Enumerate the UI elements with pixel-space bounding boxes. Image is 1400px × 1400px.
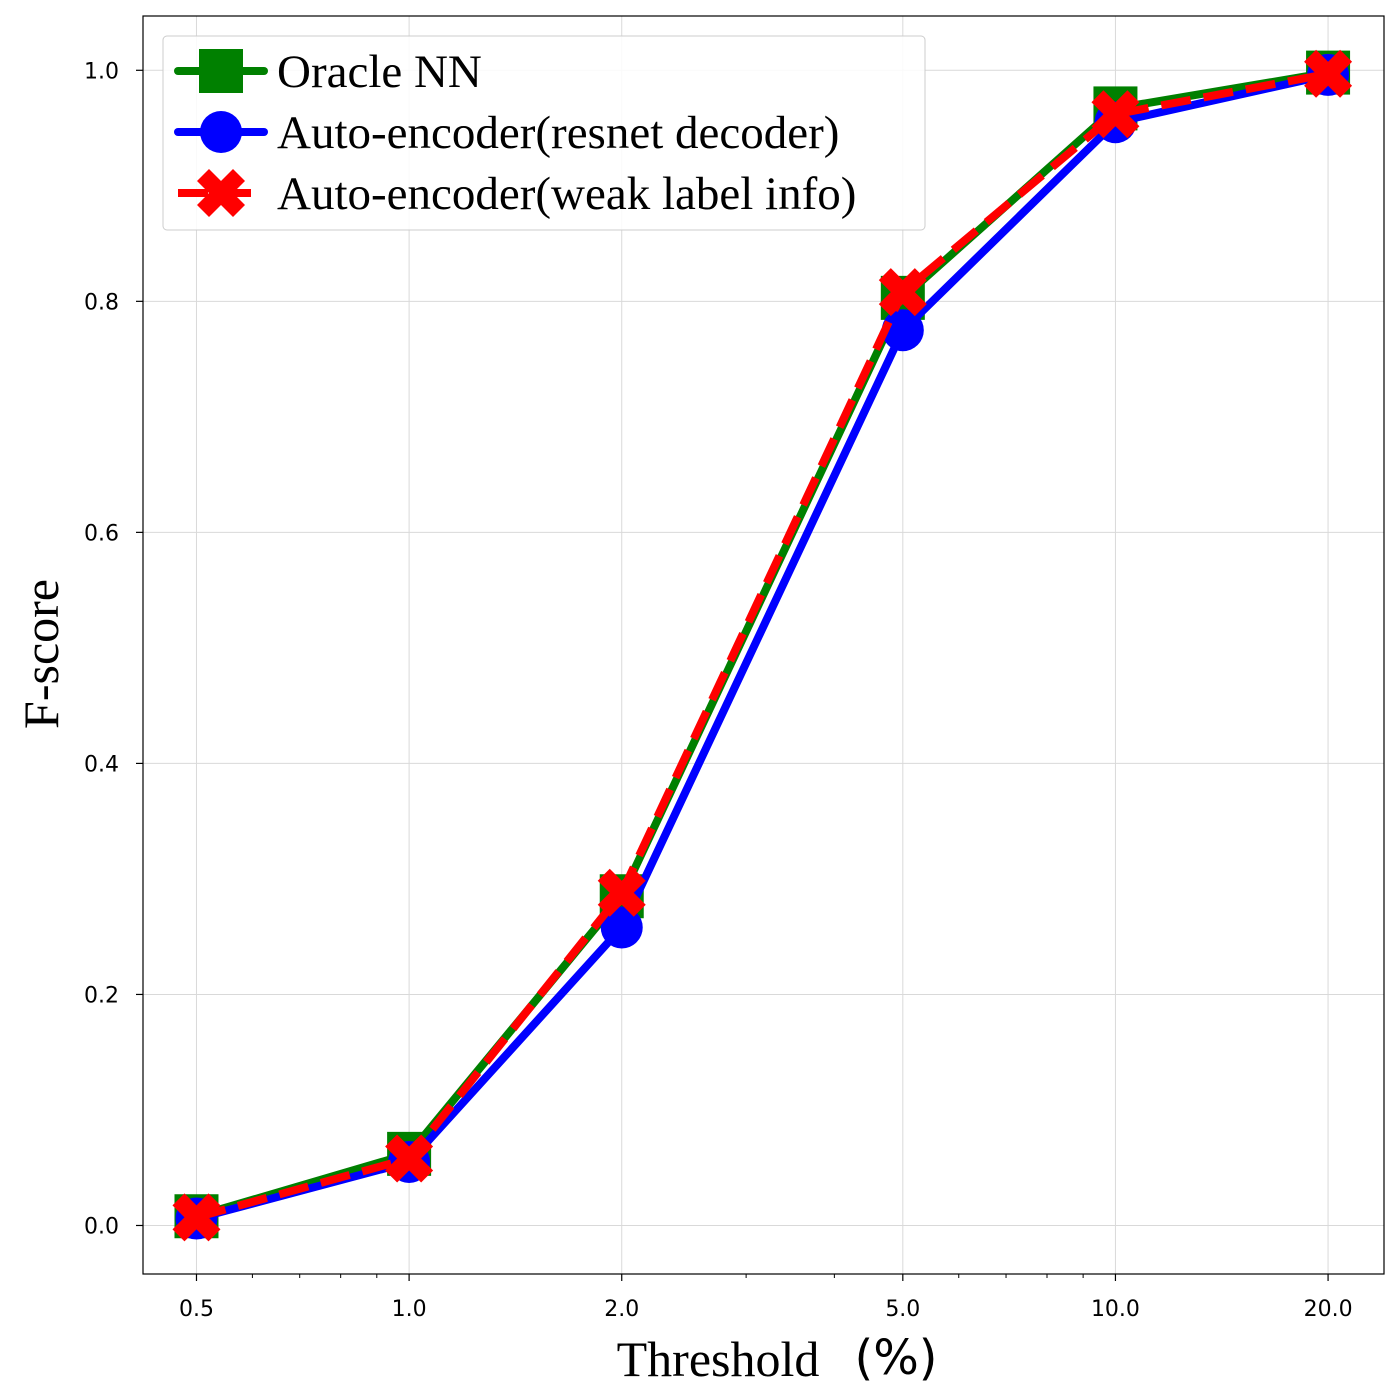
legend-label-3: Auto-encoder(weak label info)	[277, 168, 856, 220]
x-axis: 0.5 1.0 2.0 5.0 10.0 20.0	[179, 1274, 1353, 1322]
legend-label-1: Oracle NN	[277, 46, 482, 98]
minor-ticks	[251, 1274, 1084, 1278]
legend-entry-2: Auto-encoder(resnet decoder)	[174, 107, 839, 159]
legend-frame	[162, 35, 926, 231]
x-axis-title: Threshold (%)	[617, 1330, 938, 1387]
y-tick-label: 0.0	[84, 1214, 119, 1239]
y-axis: 0.0 0.2 0.4 0.6 0.8 1.0	[84, 59, 143, 1239]
series-3	[172, 49, 1353, 1242]
x-axis-unit: (%)	[854, 1330, 937, 1386]
series-3-point	[385, 1134, 434, 1183]
series-layer	[172, 49, 1353, 1242]
series-3-point	[1091, 90, 1140, 139]
series-2-point	[881, 309, 924, 352]
series-3-point	[597, 868, 646, 917]
series-3-point	[878, 268, 927, 317]
legend-marker-1	[199, 49, 243, 93]
y-tick-label: 0.2	[84, 983, 119, 1008]
plot-frame	[142, 15, 1385, 1275]
series-3-point	[1304, 49, 1353, 98]
series-3-point	[172, 1193, 221, 1242]
x-tick-label: 10.0	[1091, 1297, 1140, 1322]
x-tick-label: 1.0	[392, 1297, 427, 1322]
y-tick-label: 0.8	[84, 290, 119, 315]
legend-marker-2	[200, 111, 242, 153]
y-axis-label: F-score	[13, 579, 69, 729]
x-tick-label: 20.0	[1304, 1297, 1353, 1322]
x-tick-label: 5.0	[885, 1297, 920, 1322]
series-2-point	[600, 906, 643, 949]
x-tick-label: 0.5	[179, 1297, 214, 1322]
series-3-line	[195, 69, 1329, 1222]
y-tick-label: 1.0	[84, 59, 119, 84]
legend-marker-3	[197, 169, 245, 217]
legend: Oracle NN Auto-encoder(resnet decoder) Aut…	[162, 35, 926, 231]
y-tick-label: 0.6	[84, 521, 119, 546]
legend-entry-1: Oracle NN	[174, 46, 482, 98]
legend-entry-3: Auto-encoder(weak label info)	[178, 168, 856, 220]
x-axis-label: Threshold	[617, 1331, 820, 1387]
x-tick-label: 2.0	[604, 1297, 639, 1322]
y-tick-label: 0.4	[84, 752, 119, 777]
legend-label-2: Auto-encoder(resnet decoder)	[277, 107, 839, 159]
